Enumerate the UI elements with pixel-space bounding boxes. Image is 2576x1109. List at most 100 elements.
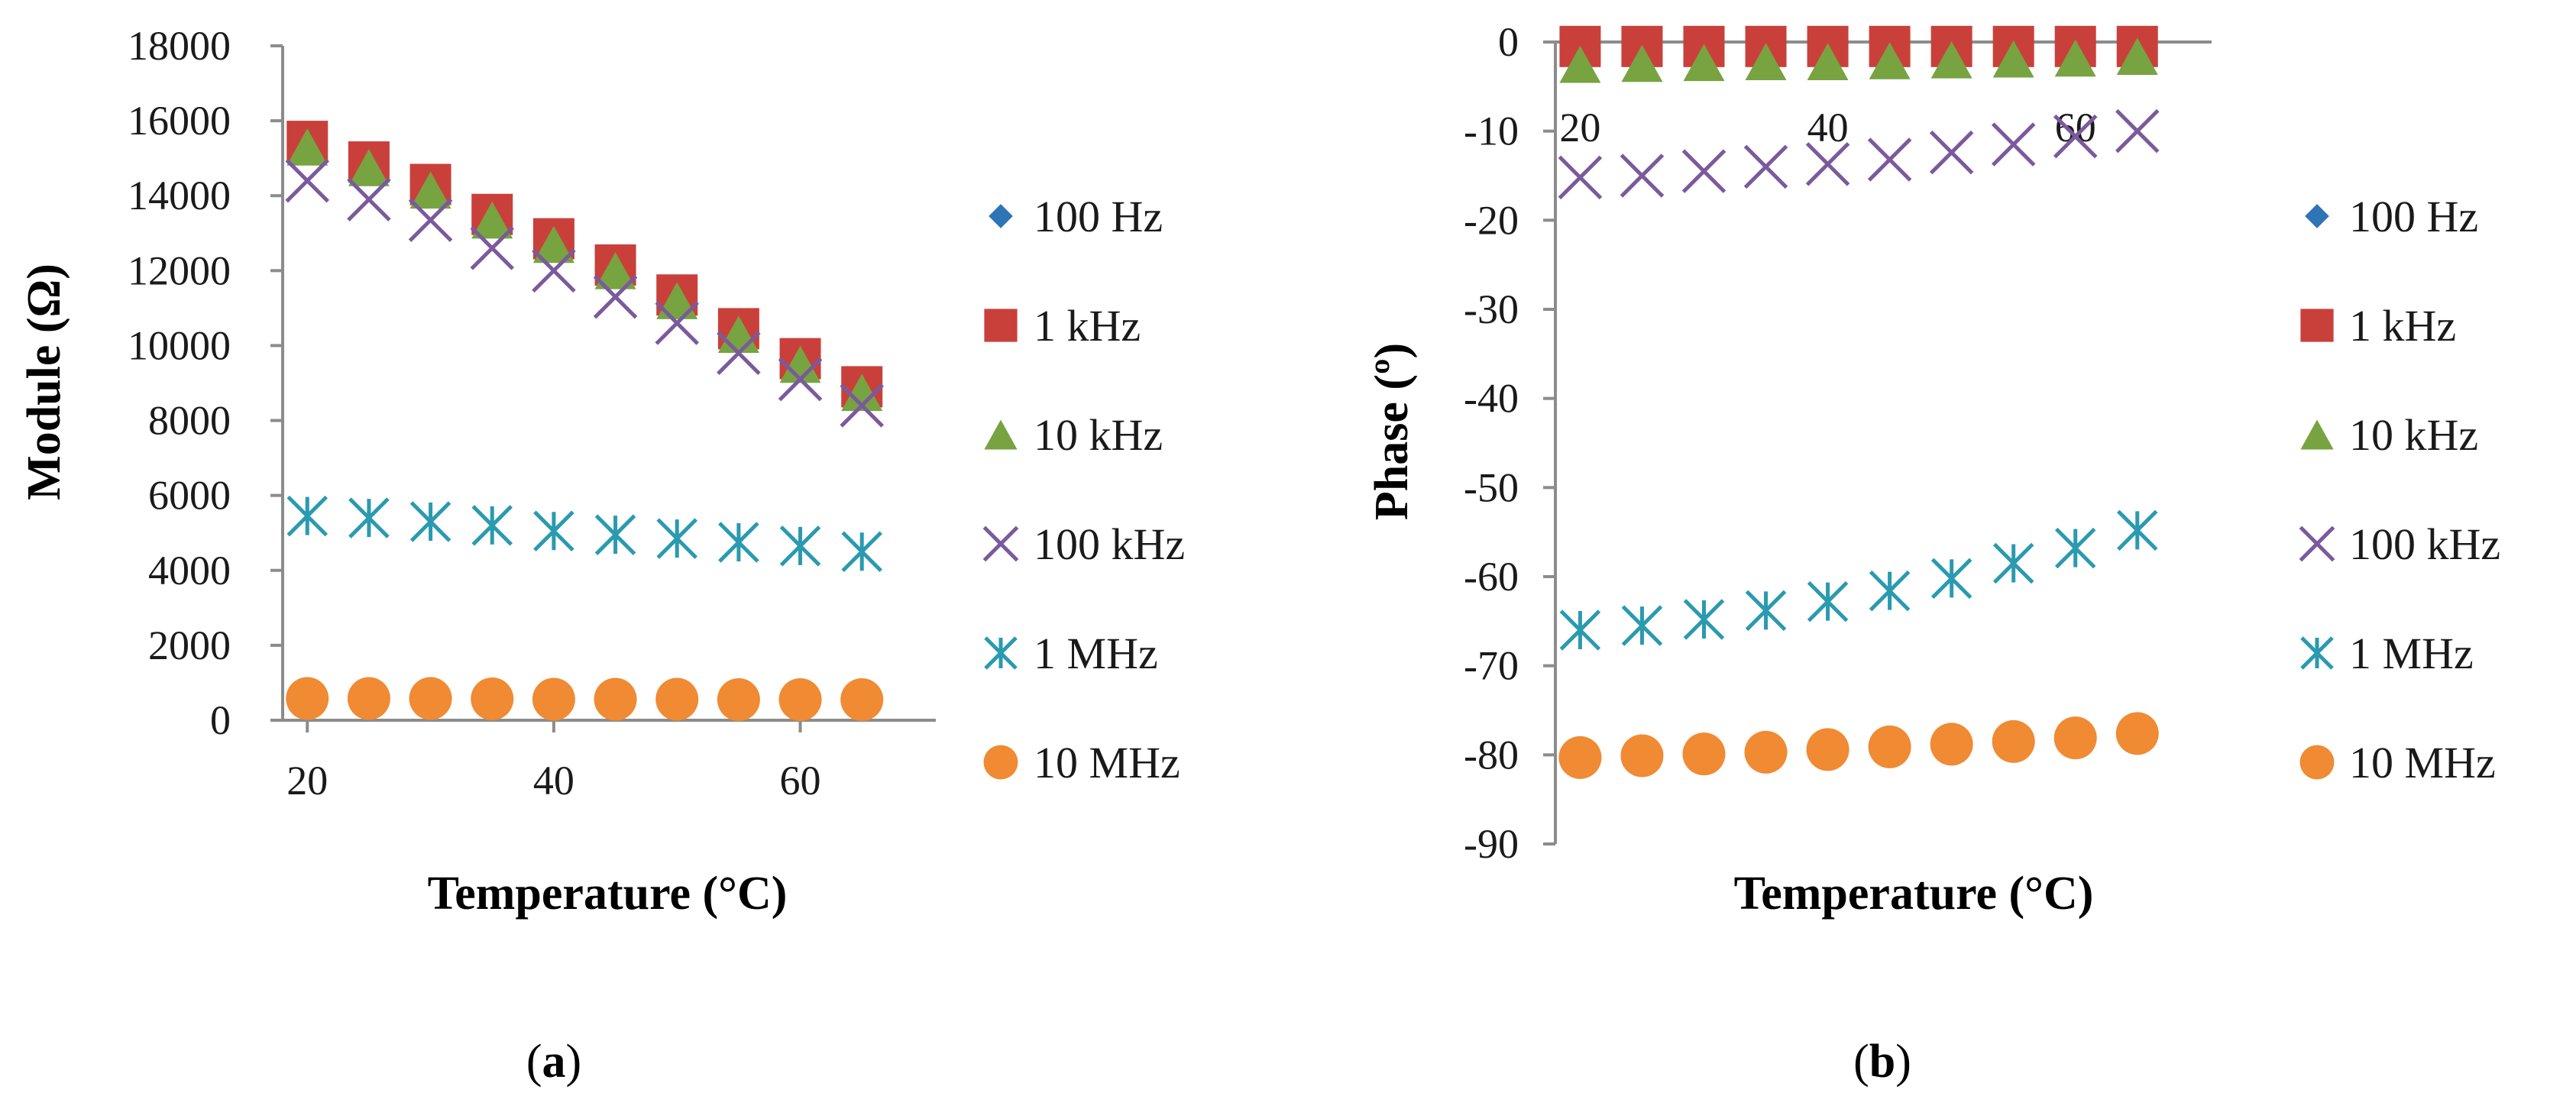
chart-phase-point <box>1930 41 1972 79</box>
chart-phase-y-tick-label: -30 <box>1464 286 1519 332</box>
chart-phase-point <box>1930 723 1973 766</box>
chart-module-point <box>471 201 513 239</box>
chart-phase-legend-marker <box>2300 636 2334 670</box>
chart-module-series-x <box>285 158 884 428</box>
chart-phase-series-asterisk <box>1559 509 2158 651</box>
chart-phase-point <box>1992 40 2034 78</box>
chart-module-point <box>655 301 699 345</box>
chart-module-y-tick-label: 8000 <box>148 398 231 444</box>
chart-phase-y-axis-title: Phase (º) <box>1366 343 1418 520</box>
chart-module-series-triangle <box>286 128 883 412</box>
chart-module-legend-label: 10 MHz <box>1034 738 1180 787</box>
chart-module-series-circle <box>286 677 884 722</box>
chart-phase-point <box>1992 542 2034 584</box>
chart-module-point <box>594 252 636 289</box>
chart-phase-point <box>2054 39 2096 77</box>
panel-label-a: (a) <box>526 1036 581 1088</box>
chart-module-legend-marker <box>984 636 1018 670</box>
chart-phase-point <box>1682 732 1726 776</box>
chart-phase-y-tick-label: -80 <box>1464 732 1519 778</box>
chart-phase-point <box>1807 43 1849 80</box>
chart-phase-legend-label: 10 kHz <box>2349 410 2478 460</box>
chart-module-x-tick-label: 40 <box>533 758 574 803</box>
chart-module-point <box>409 501 451 542</box>
chart-module-y-tick-label: 6000 <box>148 473 231 519</box>
chart-phase-y-tick-label: -60 <box>1464 554 1519 600</box>
chart-phase-point <box>1869 570 1911 612</box>
chart-module-point <box>594 677 637 721</box>
chart-phase-y-tick-label: -70 <box>1464 643 1519 689</box>
chart-module-legend-label: 1 MHz <box>1034 629 1158 678</box>
chart-phase-point <box>1620 154 1665 198</box>
chart-phase-point <box>1558 736 1602 779</box>
chart-module-point <box>778 357 823 402</box>
chart-phase-x-tick-label: 60 <box>2055 105 2096 150</box>
chart-phase-series-circle <box>1558 712 2159 779</box>
chart-module-point <box>409 677 452 720</box>
chart-phase-point <box>1867 137 1912 182</box>
chart-module-legend-marker <box>982 525 1019 562</box>
chart-module-y-axis-title: Module (Ω) <box>18 264 70 500</box>
chart-module-point <box>286 495 328 537</box>
chart-module-legend-marker <box>984 419 1018 450</box>
chart-phase-point <box>1745 43 1787 80</box>
chart-phase-y-tick-label: -50 <box>1464 464 1519 510</box>
chart-module-point <box>286 677 329 720</box>
chart-module-legend-marker <box>989 204 1013 228</box>
chart-phase-point <box>2115 108 2160 154</box>
chart-module-point <box>841 373 883 412</box>
chart-phase-legend-marker <box>2300 419 2334 450</box>
chart-module-legend-label: 10 kHz <box>1034 410 1163 460</box>
chart-module-legend-label: 100 kHz <box>1034 519 1185 569</box>
chart-phase-point <box>1807 580 1849 622</box>
panel-label-b: (b) <box>1853 1036 1911 1088</box>
chart-module-point <box>348 149 390 186</box>
chart-phase-point <box>2054 527 2096 569</box>
chart-phase-point <box>1621 44 1663 82</box>
chart-module-point <box>717 331 761 376</box>
chart-phase-series-triangle <box>1559 37 2158 83</box>
chart-phase-point <box>2115 712 2159 755</box>
chart-module-point <box>717 678 760 722</box>
chart-module-y-tick-label: 10000 <box>128 322 231 368</box>
chart-phase-legend-label: 100 Hz <box>2349 192 2478 241</box>
chart-module-y-tick-label: 4000 <box>148 548 231 593</box>
chart-phase-legend-marker <box>2305 204 2329 228</box>
chart-phase-point <box>2116 37 2158 75</box>
chart-module-legend-marker <box>984 309 1018 342</box>
chart-phase-legend-marker <box>2299 525 2335 562</box>
chart-phase-legend-marker <box>2299 745 2335 780</box>
chart-module-point <box>593 274 638 319</box>
chart-phase-point <box>1559 609 1601 651</box>
chart-phase-y-tick-label: -10 <box>1464 108 1519 154</box>
chart-module-y-tick-label: 12000 <box>128 247 231 293</box>
chart-phase-y-tick-label: -20 <box>1464 197 1519 243</box>
chart-module-point <box>718 522 759 563</box>
chart-phase-point <box>1930 558 1972 600</box>
chart-phase-legend-label: 100 kHz <box>2349 519 2500 569</box>
chart-phase-point <box>1683 44 1725 82</box>
chart-module-point <box>286 128 328 166</box>
chart-phase-point <box>1929 130 1974 175</box>
chart-module-legend-label: 1 kHz <box>1034 301 1141 351</box>
chart-phase-point <box>1743 144 1788 189</box>
chart-phase-point <box>1681 149 1727 193</box>
chart-module-point <box>532 677 575 721</box>
chart-phase-point <box>1621 605 1663 646</box>
chart-phase-point <box>2116 509 2158 551</box>
chart-module-point <box>779 345 821 383</box>
chart-module-y-tick-label: 14000 <box>128 173 231 218</box>
chart-module-point <box>532 225 574 264</box>
chart-module-y-tick-label: 2000 <box>148 622 231 668</box>
chart-phase-y-tick-label: 0 <box>1498 19 1519 65</box>
chart-phase-point <box>1991 122 2036 167</box>
chart-phase-point <box>2053 716 2097 760</box>
chart-module-point <box>840 678 884 722</box>
chart-module-series-asterisk <box>286 495 882 573</box>
chart-phase-y-tick-label: -40 <box>1464 376 1519 422</box>
chart-phase-point <box>1558 155 1603 200</box>
chart-module-point <box>408 198 453 242</box>
chart-module-point <box>471 505 513 546</box>
chart-phase-point <box>1992 719 2035 763</box>
